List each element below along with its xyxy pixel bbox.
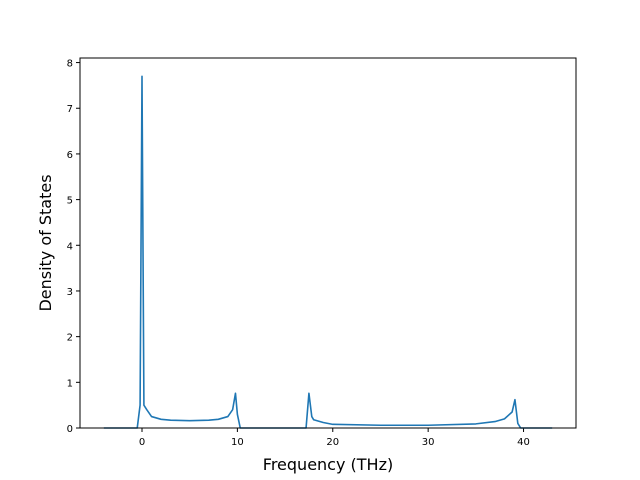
y-tick-label: 8 xyxy=(67,59,73,70)
y-axis-ticks: 0 1 2 3 4 5 6 7 8 xyxy=(67,59,80,435)
x-tick-label: 10 xyxy=(231,437,244,448)
y-tick-label: 6 xyxy=(67,150,73,161)
y-tick-label: 0 xyxy=(67,424,73,435)
y-axis-title: Density of States xyxy=(36,174,55,311)
y-tick-label: 5 xyxy=(67,196,73,207)
y-tick-label: 3 xyxy=(67,287,73,298)
y-tick-label: 7 xyxy=(67,104,73,115)
y-tick-label: 1 xyxy=(67,378,73,389)
x-tick-label: 0 xyxy=(139,437,145,448)
x-axis-title: Frequency (THz) xyxy=(263,455,393,474)
plot-frame xyxy=(79,57,577,429)
x-tick-label: 20 xyxy=(326,437,339,448)
x-tick-label: 30 xyxy=(422,437,435,448)
y-tick-label: 2 xyxy=(67,333,73,344)
x-axis-ticks: 0 10 20 30 40 xyxy=(139,428,530,448)
plot-area xyxy=(80,58,576,428)
x-tick-label: 40 xyxy=(517,437,530,448)
y-tick-label: 4 xyxy=(67,241,73,252)
